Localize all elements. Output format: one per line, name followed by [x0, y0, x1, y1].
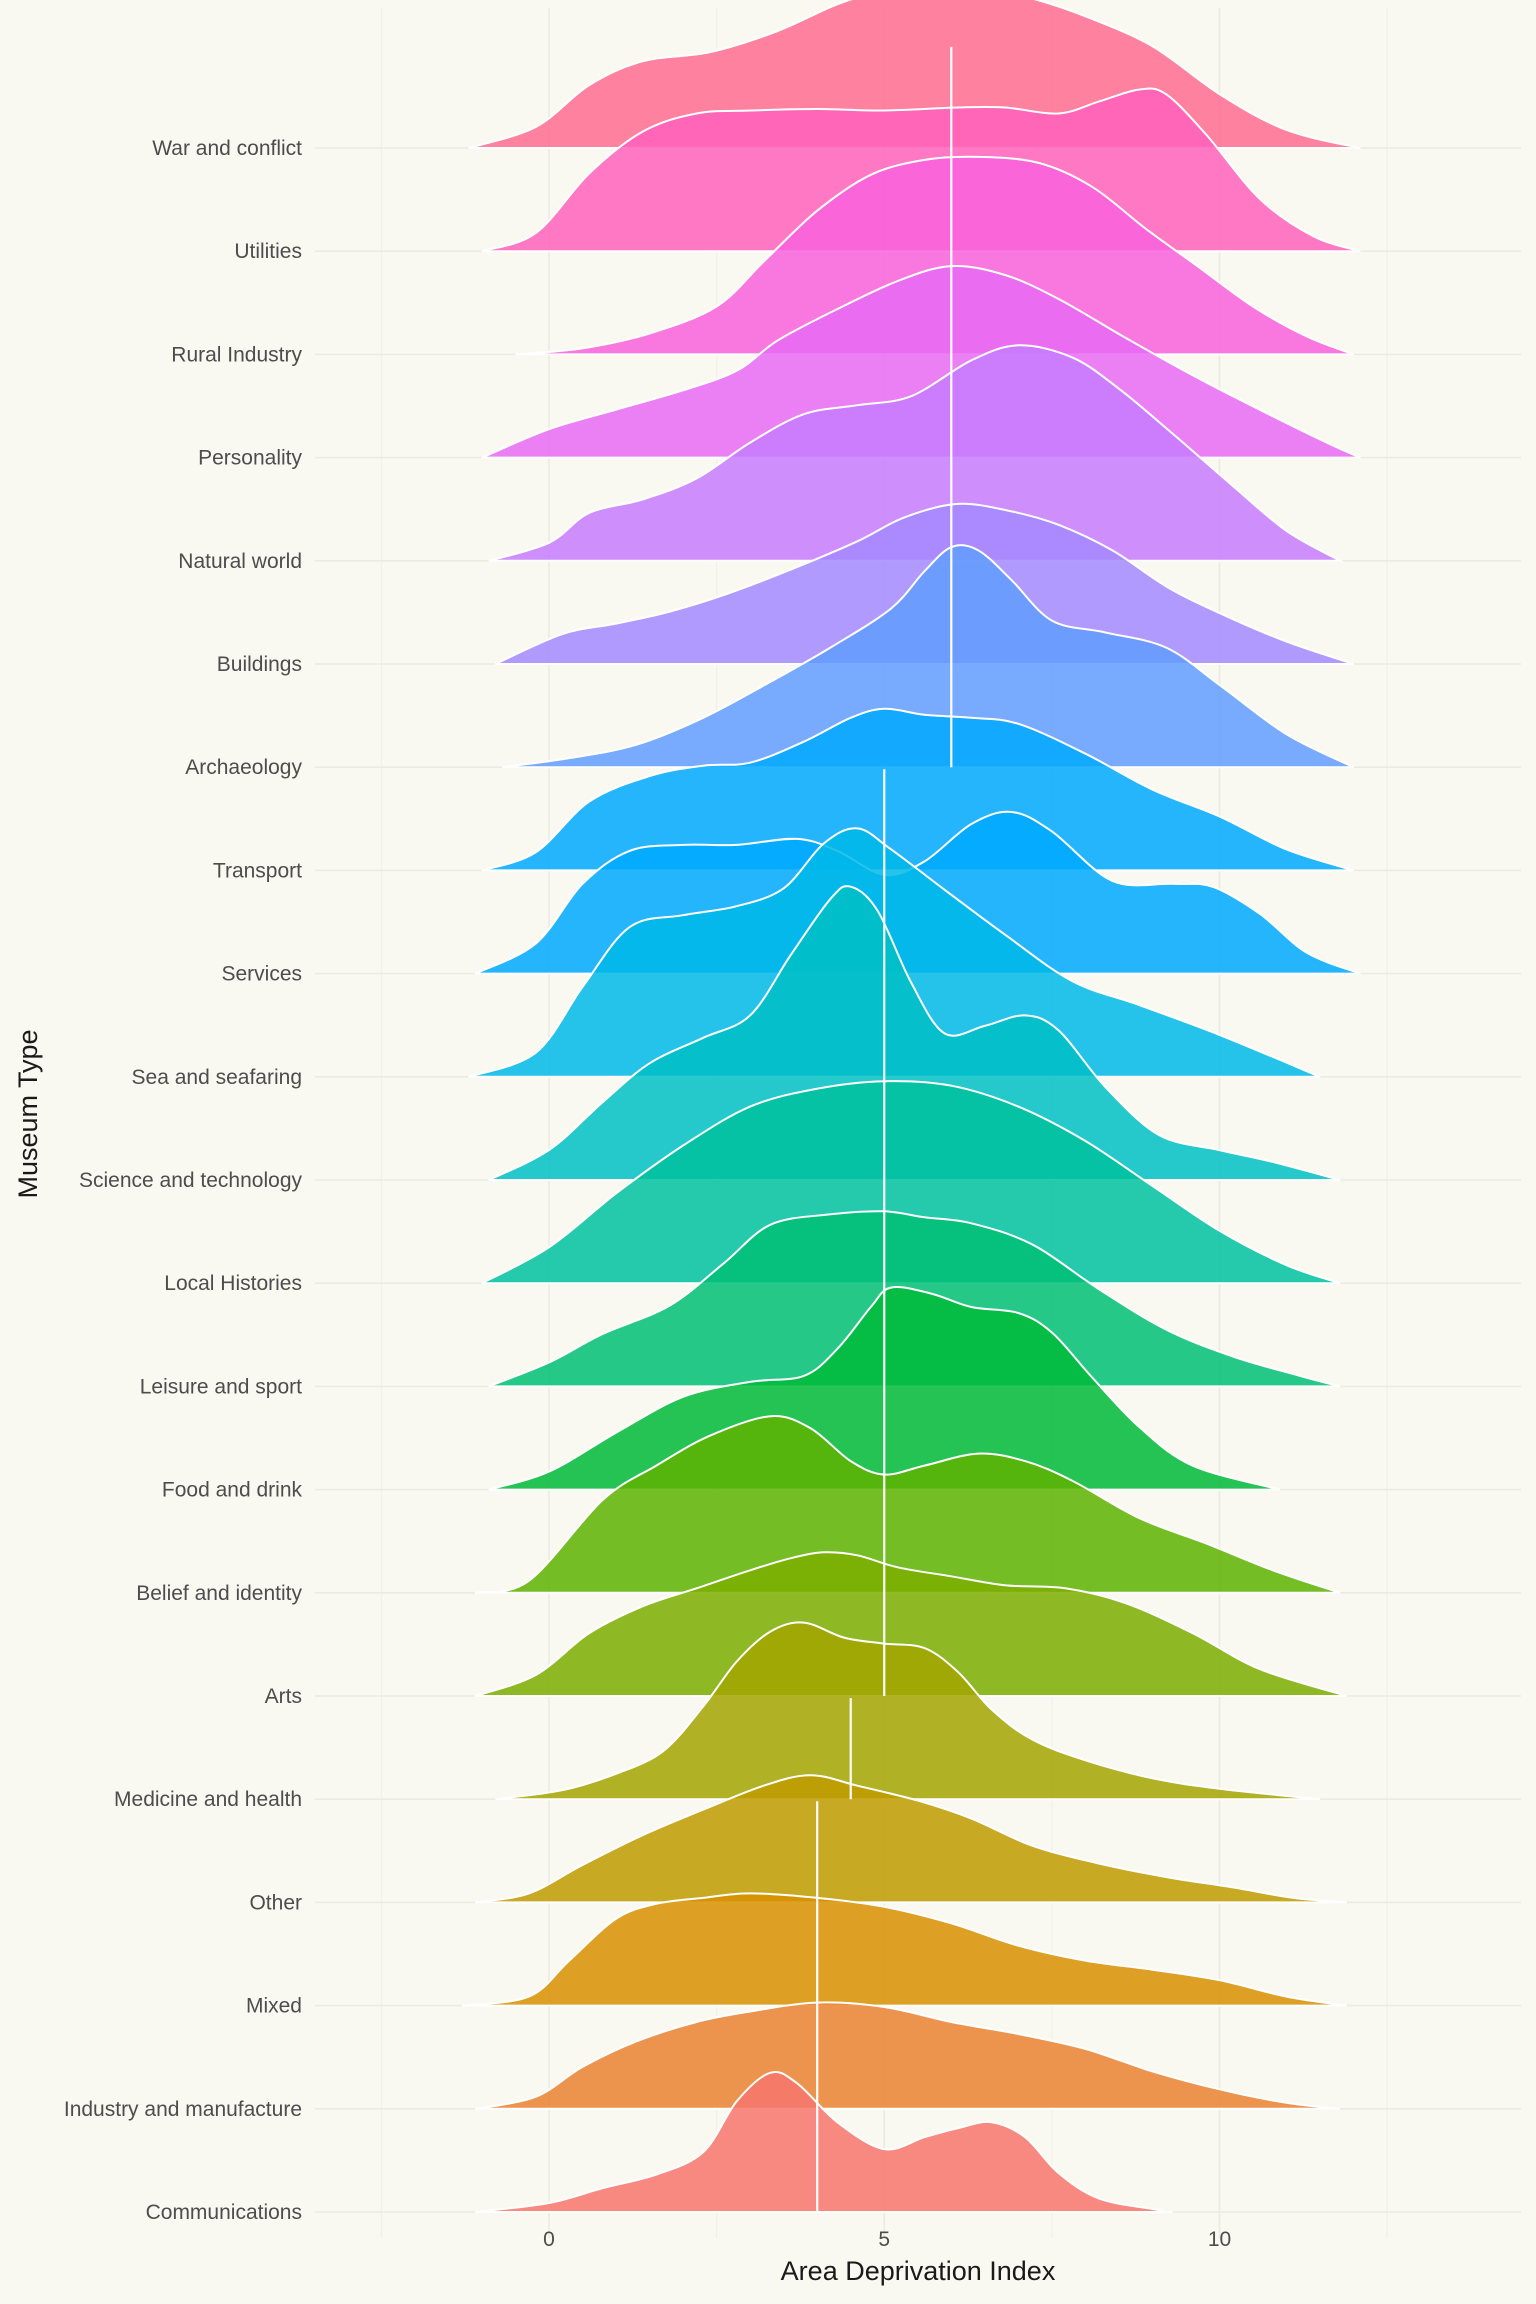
y-tick-label-local-histories: Local Histories — [164, 1272, 302, 1295]
y-tick-label-utilities: Utilities — [234, 240, 302, 263]
y-tick-label-personality: Personality — [198, 447, 302, 470]
ridge-natural-world — [488, 344, 1345, 562]
ridges — [461, 0, 1361, 2213]
y-tick-label-leisure-and-sport: Leisure and sport — [140, 1375, 302, 1398]
ridge-local-histories — [481, 1080, 1341, 1285]
x-tick-label: 0 — [543, 2228, 555, 2251]
y-tick-label-mixed: Mixed — [246, 1995, 302, 2018]
median-lines — [816, 46, 953, 2212]
y-tick-label-natural-world: Natural world — [178, 550, 302, 573]
y-tick-label-communications: Communications — [146, 2201, 302, 2224]
y-tick-label-sea-and-seafaring: Sea and seafaring — [132, 1066, 302, 1089]
y-tick-labels: War and conflict Utilities Rural Industry P… — [64, 137, 303, 2224]
y-tick-label-food-and-drink: Food and drink — [162, 1479, 303, 1502]
ridge-science-and-technology — [488, 885, 1341, 1181]
y-tick-label-medicine-and-health: Medicine and health — [114, 1788, 302, 1811]
y-tick-label-war-and-conflict: War and conflict — [152, 137, 302, 160]
ridge-transport — [481, 707, 1354, 872]
x-axis-title: Area Deprivation Index — [781, 2256, 1056, 2286]
y-tick-label-services: Services — [221, 963, 302, 986]
y-tick-label-transport: Transport — [213, 859, 302, 882]
ridge-arts — [474, 1551, 1348, 1697]
ridge-industry-and-manufacture — [475, 2001, 1341, 2110]
ridge-communications — [475, 2071, 1173, 2213]
y-tick-label-belief-and-identity: Belief and identity — [136, 1582, 302, 1605]
y-axis-title: Museum Type — [13, 1029, 43, 1198]
y-tick-label-other: Other — [249, 1891, 302, 1914]
ridge-medicine-and-health — [495, 1621, 1321, 1801]
y-tick-label-buildings: Buildings — [217, 653, 302, 676]
ridge-mixed — [461, 1892, 1348, 2007]
x-tick-label: 5 — [878, 2228, 890, 2251]
x-tick-labels: 0 5 10 — [543, 2228, 1231, 2251]
ridge-other — [475, 1774, 1347, 1904]
y-tick-label-industry-and-manufacture: Industry and manufacture — [64, 2098, 302, 2121]
y-tick-label-rural-industry: Rural Industry — [171, 343, 302, 366]
x-tick-label: 10 — [1208, 2228, 1231, 2251]
ridge-rural-industry — [515, 155, 1354, 356]
y-tick-label-arts: Arts — [265, 1685, 302, 1708]
y-tick-label-science-and-technology: Science and technology — [79, 1169, 302, 1192]
y-tick-label-archaeology: Archaeology — [185, 756, 302, 779]
